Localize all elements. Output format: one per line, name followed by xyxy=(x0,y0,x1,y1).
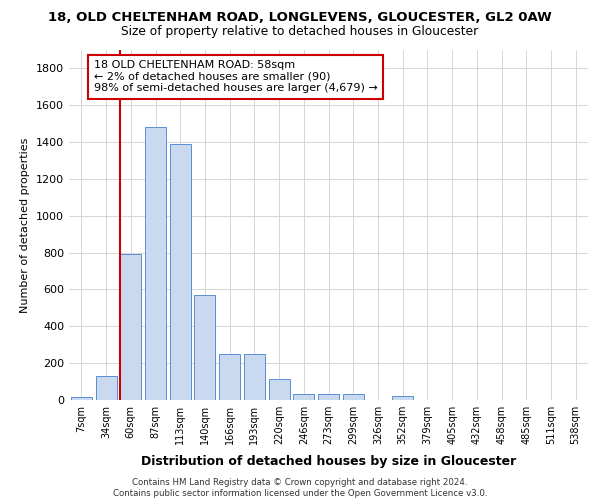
Bar xyxy=(293,394,314,400)
Bar xyxy=(244,354,265,400)
Text: Contains HM Land Registry data © Crown copyright and database right 2024.
Contai: Contains HM Land Registry data © Crown c… xyxy=(113,478,487,498)
Text: Size of property relative to detached houses in Gloucester: Size of property relative to detached ho… xyxy=(121,25,479,38)
Bar xyxy=(194,295,215,400)
Bar xyxy=(269,379,290,400)
Bar xyxy=(343,394,364,400)
Y-axis label: Number of detached properties: Number of detached properties xyxy=(20,138,31,312)
Text: 18 OLD CHELTENHAM ROAD: 58sqm
← 2% of detached houses are smaller (90)
98% of se: 18 OLD CHELTENHAM ROAD: 58sqm ← 2% of de… xyxy=(94,60,377,94)
Text: 18, OLD CHELTENHAM ROAD, LONGLEVENS, GLOUCESTER, GL2 0AW: 18, OLD CHELTENHAM ROAD, LONGLEVENS, GLO… xyxy=(48,11,552,24)
Bar xyxy=(95,376,116,400)
Bar xyxy=(392,396,413,400)
Bar xyxy=(219,354,240,400)
Bar xyxy=(120,254,141,400)
Bar xyxy=(71,397,92,400)
X-axis label: Distribution of detached houses by size in Gloucester: Distribution of detached houses by size … xyxy=(141,456,516,468)
Bar xyxy=(145,128,166,400)
Bar xyxy=(170,144,191,400)
Bar xyxy=(318,394,339,400)
